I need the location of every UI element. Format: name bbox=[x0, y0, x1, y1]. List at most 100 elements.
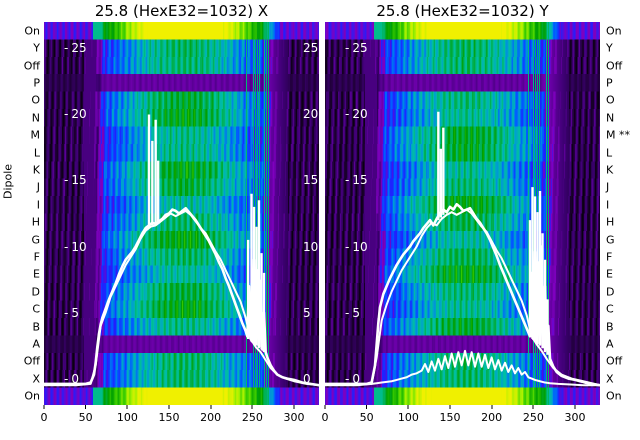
x-tick: 100 bbox=[398, 405, 419, 424]
x-tick-label: 150 bbox=[158, 411, 180, 424]
row-category-label: F bbox=[606, 250, 613, 264]
x-tick-mark bbox=[43, 405, 45, 409]
x-tick-mark bbox=[574, 405, 576, 409]
row-category-label: G bbox=[606, 233, 615, 247]
row-category-label: M bbox=[30, 128, 41, 142]
row-category-label: O bbox=[31, 93, 40, 107]
row-category-label: On bbox=[606, 389, 622, 403]
row-category-label: Off bbox=[23, 59, 40, 73]
x-tick: 50 bbox=[79, 405, 93, 424]
row-category-label: Y bbox=[33, 41, 40, 55]
x-tick-mark bbox=[210, 405, 212, 409]
row-category-label: O bbox=[606, 93, 615, 107]
x-tick-label: 150 bbox=[439, 411, 461, 424]
row-category-label: B bbox=[606, 320, 614, 334]
row-category-label: X bbox=[32, 372, 40, 386]
row-category-label: P bbox=[606, 76, 613, 90]
x-tick-mark bbox=[407, 405, 409, 409]
x-tick-mark bbox=[491, 405, 493, 409]
row-category-label: N bbox=[606, 111, 615, 125]
x-tick: 150 bbox=[440, 405, 461, 424]
x-tick-label: 100 bbox=[116, 411, 138, 424]
x-tick-label: 0 bbox=[40, 411, 48, 424]
x-axis-left: 0 50 100 150 200 250 300 bbox=[41, 405, 319, 437]
row-category-label: M ** bbox=[606, 128, 630, 142]
profile-line-ripple-profile bbox=[325, 349, 600, 387]
profile-line-main-profile bbox=[44, 206, 319, 387]
x-tick-mark bbox=[251, 405, 253, 409]
x-tick-label: 300 bbox=[283, 411, 305, 424]
x-tick: 100 bbox=[117, 405, 138, 424]
profile-overlay-y bbox=[325, 111, 600, 387]
profile-overlay-x bbox=[44, 114, 319, 387]
row-category-label: H bbox=[31, 215, 40, 229]
row-category-label: L bbox=[606, 146, 613, 160]
x-tick: 200 bbox=[200, 405, 221, 424]
row-category-label: K bbox=[606, 163, 614, 177]
row-category-label: D bbox=[31, 285, 40, 299]
row-category-label: G bbox=[31, 233, 40, 247]
x-tick: 0 bbox=[322, 405, 329, 424]
row-category-label: F bbox=[33, 250, 40, 264]
x-tick: 250 bbox=[242, 405, 263, 424]
profile-line-secondary-profile bbox=[325, 208, 600, 387]
row-category-label: K bbox=[32, 163, 40, 177]
row-category-label: Off bbox=[606, 59, 623, 73]
row-category-label: Y bbox=[606, 41, 613, 55]
row-category-label: On bbox=[24, 389, 40, 403]
x-axis-right: 0 50 100 150 200 250 300 bbox=[322, 405, 600, 437]
x-tick-label: 50 bbox=[78, 411, 93, 424]
x-tick: 0 bbox=[41, 405, 48, 424]
x-tick-label: 200 bbox=[200, 411, 222, 424]
row-category-label: C bbox=[32, 302, 40, 316]
profile-line-secondary-profile bbox=[44, 209, 319, 387]
panel-title-right: 25.8 (HexE32=1032) Y bbox=[376, 2, 549, 20]
row-category-label: A bbox=[606, 337, 614, 351]
row-category-label: E bbox=[606, 267, 613, 281]
row-category-label: J bbox=[36, 180, 40, 194]
row-category-label: P bbox=[33, 76, 40, 90]
x-tick-mark bbox=[324, 405, 326, 409]
row-category-label: I bbox=[36, 198, 40, 212]
row-category-label: C bbox=[606, 302, 614, 316]
x-tick-mark bbox=[85, 405, 87, 409]
x-tick-mark bbox=[532, 405, 534, 409]
x-tick-mark bbox=[126, 405, 128, 409]
heatmap-panel-y[interactable] bbox=[325, 22, 600, 405]
row-category-label: H bbox=[606, 215, 615, 229]
x-tick: 50 bbox=[360, 405, 374, 424]
x-tick: 150 bbox=[159, 405, 180, 424]
row-category-label: Off bbox=[606, 354, 623, 368]
x-tick-label: 250 bbox=[522, 411, 544, 424]
x-tick-label: 250 bbox=[241, 411, 263, 424]
row-category-label: N bbox=[31, 111, 40, 125]
row-category-column-left: On Y Off P O N M L K J I H G F E D C B A Off X On bbox=[0, 22, 42, 405]
row-category-label: X bbox=[606, 372, 614, 386]
row-category-label: B bbox=[32, 320, 40, 334]
x-tick-mark bbox=[366, 405, 368, 409]
row-category-column-right: On Y Off P O N M ** L K J I H G F E D C B A Off X On bbox=[604, 22, 640, 405]
row-category-label: D bbox=[606, 285, 615, 299]
row-category-label: J bbox=[606, 180, 610, 194]
x-tick-label: 200 bbox=[481, 411, 503, 424]
x-tick-label: 300 bbox=[564, 411, 586, 424]
panel-title-left: 25.8 (HexE32=1032) X bbox=[94, 2, 269, 20]
row-category-label: On bbox=[24, 24, 40, 38]
x-tick-label: 50 bbox=[359, 411, 374, 424]
heatmap-panel-x[interactable] bbox=[44, 22, 319, 405]
row-category-label: L bbox=[33, 146, 40, 160]
row-category-label: Off bbox=[23, 354, 40, 368]
x-tick-mark bbox=[293, 405, 295, 409]
x-tick: 300 bbox=[284, 405, 305, 424]
x-tick-label: 0 bbox=[321, 411, 329, 424]
row-category-label: I bbox=[606, 198, 610, 212]
row-category-label: On bbox=[606, 24, 622, 38]
x-tick: 250 bbox=[523, 405, 544, 424]
x-tick-mark bbox=[168, 405, 170, 409]
x-tick: 200 bbox=[481, 405, 502, 424]
x-tick-mark bbox=[449, 405, 451, 409]
row-category-label: A bbox=[32, 337, 40, 351]
x-tick-label: 100 bbox=[397, 411, 419, 424]
row-category-label: E bbox=[33, 267, 40, 281]
